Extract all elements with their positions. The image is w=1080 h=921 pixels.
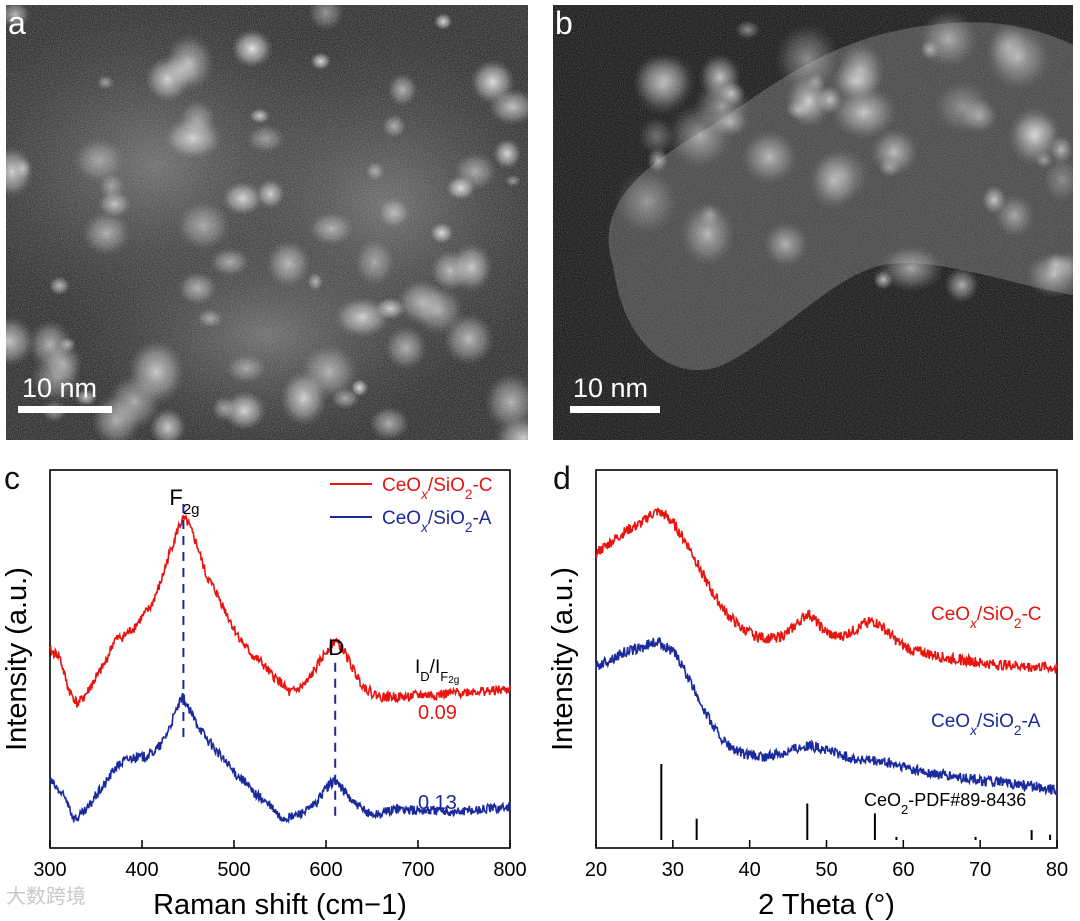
tem-image-a: a 10 nm bbox=[6, 5, 528, 440]
series-line-c-ceox-sio2-a bbox=[49, 692, 511, 824]
x-tick-label: 500 bbox=[217, 859, 250, 881]
x-tick-label: 70 bbox=[969, 859, 991, 881]
panel-label-c: c bbox=[4, 460, 20, 496]
scale-bar-a bbox=[18, 406, 112, 413]
x-tick-label: 40 bbox=[739, 859, 761, 881]
x-tick-label: 80 bbox=[1046, 859, 1068, 881]
series-label-ceox-sio2-a: CeOx/SiO2-A bbox=[931, 711, 1041, 738]
chart-c-axes: 300 400 500 600 700 800 Raman shift (cm−1) Inte… bbox=[1, 469, 527, 921]
x-axis-label: 2 Theta (°) bbox=[758, 889, 895, 921]
series-label-ceox-sio2-c: CeOx/SiO2-C bbox=[931, 604, 1042, 631]
x-tick-label: 800 bbox=[493, 859, 526, 881]
panel-label-a: a bbox=[8, 5, 26, 41]
panel-label-b: b bbox=[555, 5, 573, 41]
y-axis-label: Intensity (a.u.) bbox=[547, 567, 579, 751]
scale-bar-b bbox=[570, 406, 660, 413]
ratio-value-a: 0.13 bbox=[418, 792, 457, 814]
series-line-d-ceox-sio2-c bbox=[595, 507, 1058, 674]
x-tick-label: 50 bbox=[815, 859, 837, 881]
tem-image-a-texture bbox=[6, 5, 528, 440]
x-tick-label: 600 bbox=[309, 859, 342, 881]
tem-image-b: b 10 nm bbox=[553, 5, 1073, 440]
x-tick-label: 400 bbox=[125, 859, 158, 881]
scale-bar-label-b: 10 nm bbox=[573, 373, 649, 403]
x-tick-label: 300 bbox=[33, 859, 66, 881]
d-label: D bbox=[328, 635, 344, 660]
x-tick-label: 60 bbox=[892, 859, 914, 881]
x-tick-label: 20 bbox=[585, 859, 607, 881]
chart-c-frame bbox=[49, 469, 511, 849]
series-line-c-ceox-sio2-c bbox=[49, 513, 511, 708]
reference-label: CeO2-PDF#89-8436 bbox=[864, 790, 1026, 817]
y-axis-label: Intensity (a.u.) bbox=[1, 567, 33, 751]
legend-label: CeOx/SiO2-C bbox=[382, 475, 493, 502]
f2g-label: F2g bbox=[169, 485, 199, 518]
x-tick-label: 700 bbox=[401, 859, 434, 881]
scale-bar-label-a: 10 nm bbox=[22, 373, 98, 403]
tem-image-b-texture bbox=[553, 5, 1073, 440]
ratio-value-c: 0.09 bbox=[418, 702, 457, 724]
ratio-header: ID/IF2g bbox=[415, 657, 459, 686]
panel-label-d: d bbox=[553, 460, 571, 496]
x-tick-label: 30 bbox=[662, 859, 684, 881]
watermark-text: 大数跨境 bbox=[6, 886, 86, 908]
series-line-d-ceox-sio2-a bbox=[595, 636, 1058, 796]
legend-label: CeOx/SiO2-A bbox=[382, 508, 492, 535]
chart-d-axes: 20 30 40 50 60 70 80 2 Theta (°) Intensity (a.u.… bbox=[547, 469, 1068, 921]
x-axis-label: Raman shift (cm−1) bbox=[153, 889, 407, 921]
